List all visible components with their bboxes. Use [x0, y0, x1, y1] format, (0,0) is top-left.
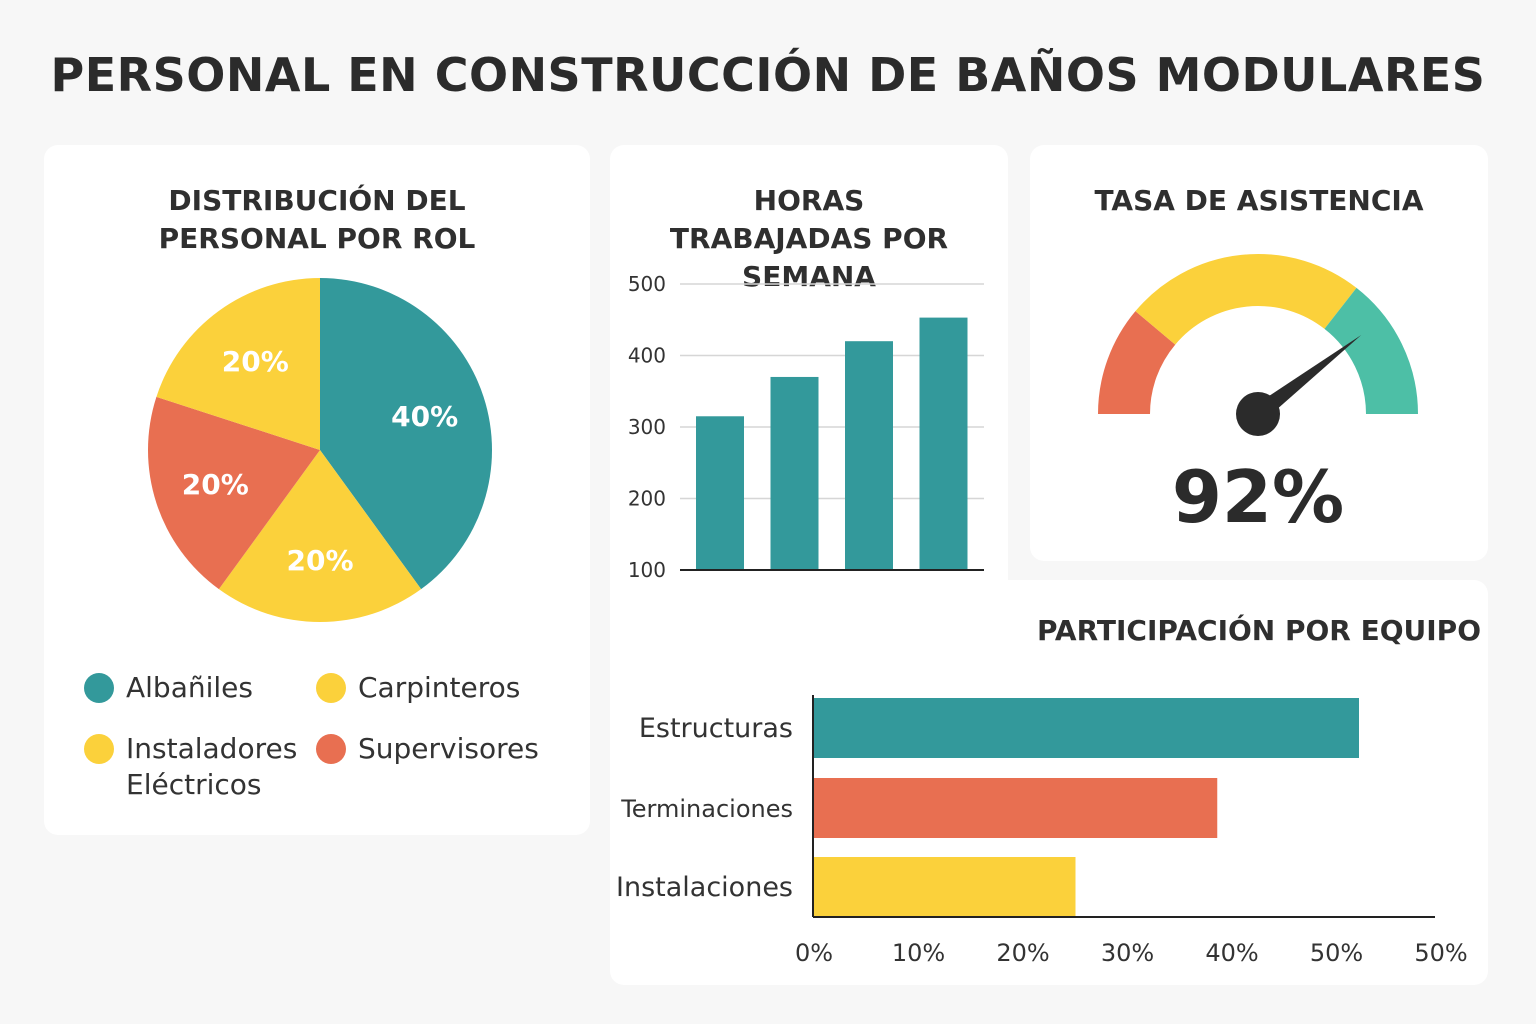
hbar-2: [813, 857, 1076, 917]
y-tick-label: 100: [628, 558, 666, 582]
hbar-category-label: Estructuras: [639, 713, 793, 744]
gauge-needle-hub: [1236, 392, 1280, 436]
pie-slice-label-2: 20%: [182, 468, 249, 501]
legend-swatch: [84, 673, 114, 703]
gauge-chart: 92%: [1098, 254, 1418, 539]
hbar-chart-title: PARTICIPACIÓN POR EQUIPO: [1036, 614, 1482, 647]
y-tick-label: 500: [628, 272, 666, 296]
pie-chart: 40% 20% 20% 20%: [148, 278, 492, 622]
pie-slice-label-1: 20%: [286, 544, 353, 577]
pie-slice-1: [218, 450, 422, 622]
bar-chart-title: HORAS TRABAJADAS POR SEMANA: [669, 184, 949, 293]
bar-1: [770, 376, 819, 570]
page-title: PERSONAL EN CONSTRUCCIÓN DE BAÑOS MODULA…: [50, 48, 1486, 102]
y-tick-label: 400: [628, 344, 666, 368]
pie-slice-2: [148, 396, 320, 590]
legend-label: Supervisores: [358, 732, 539, 765]
hbar-0: [813, 698, 1359, 758]
gauge-value: 92%: [1172, 455, 1344, 539]
bar-chart: 100200300400500Sem. 1Sem. 2Sem. 3Sem. 4: [628, 272, 984, 615]
pie-slice-label-0: 40%: [391, 400, 458, 433]
x-tick-label: 50%: [1414, 939, 1467, 967]
legend-swatch: [316, 734, 346, 764]
legend-swatch: [84, 734, 114, 764]
pie-card: DISTRIBUCIÓN DEL PERSONAL POR ROL 40% 20%…: [44, 145, 590, 835]
hbar-card: PARTICIPACIÓN POR EQUIPO Estructuras Term…: [610, 580, 1488, 985]
x-tick-label: 10%: [892, 939, 945, 967]
legend-swatch: [316, 673, 346, 703]
pie-slice-label-3: 20%: [222, 345, 289, 378]
legend-item: Instaladores Eléctricos: [84, 731, 297, 803]
x-tick-label: 40%: [1205, 939, 1258, 967]
bar-0: [696, 416, 744, 570]
gauge-card: TASA DE ASISTENCIA 92%: [1030, 145, 1488, 561]
hbar-1: [813, 778, 1218, 838]
bar-card: HORAS TRABAJADAS POR SEMANA 100 200 300 400…: [610, 145, 1008, 650]
x-tick-label: 0%: [795, 939, 833, 967]
pie-slice-3: [156, 278, 320, 450]
gauge-needle: [1252, 335, 1362, 422]
legend-label: Albañiles: [126, 671, 253, 704]
x-tick-label: 50%: [1310, 939, 1363, 967]
legend-label: Instaladores Eléctricos: [126, 732, 298, 801]
x-tick-label: 20%: [996, 939, 1049, 967]
x-tick-label: 30%: [1101, 939, 1154, 967]
hbar-chart: Estructuras Terminaciones Instalaciones 0% 1…: [616, 695, 1468, 967]
y-tick-label: 300: [628, 415, 666, 439]
legend-label: Carpinteros: [358, 671, 521, 704]
gauge-segment-high: [1323, 287, 1418, 415]
pie-chart-title: DISTRIBUCIÓN DEL PERSONAL POR ROL: [158, 184, 476, 255]
bar-2: [845, 341, 893, 570]
legend-item: Albañiles: [84, 670, 253, 706]
hbar-category-label: Instalaciones: [616, 872, 793, 903]
legend-item: Supervisores: [316, 731, 539, 767]
gauge-segment-mid: [1135, 254, 1357, 346]
bar-3: [919, 317, 968, 570]
y-tick-label: 200: [628, 487, 666, 511]
hbar-category-label: Terminaciones: [620, 795, 793, 823]
pie-slice-0: [320, 278, 492, 590]
gauge-segment-low: [1098, 311, 1176, 415]
gauge-chart-title: TASA DE ASISTENCIA: [1094, 184, 1424, 217]
legend-item: Carpinteros: [316, 670, 520, 706]
